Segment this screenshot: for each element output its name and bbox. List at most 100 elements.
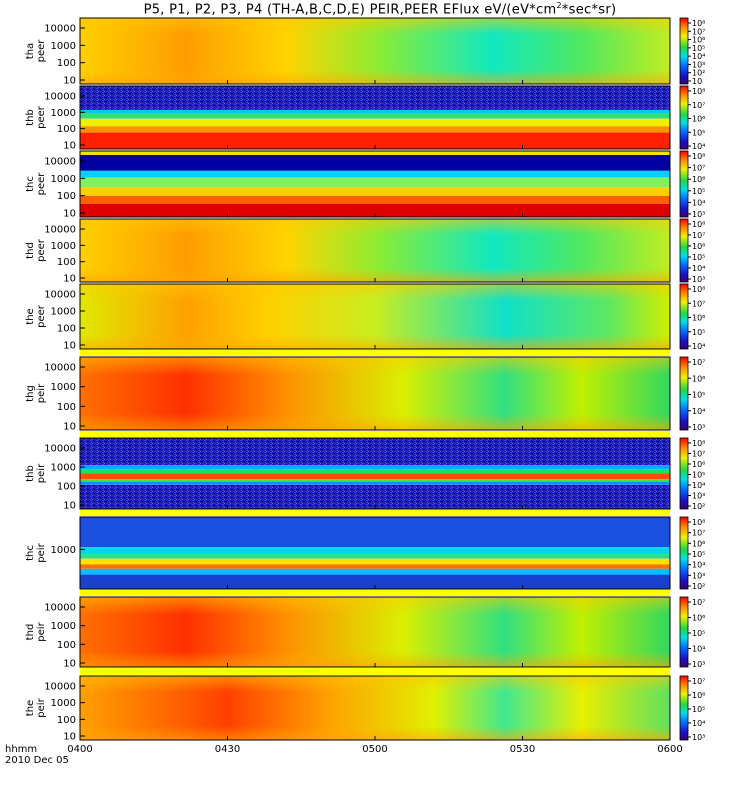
panel-label: thd bbox=[25, 624, 36, 641]
y-tick-label: 10000 bbox=[44, 444, 76, 455]
colorbar-tick-label: 10⁶ bbox=[692, 460, 705, 469]
panel-heatmap-overlay bbox=[80, 18, 670, 84]
panel-heatmap-band bbox=[80, 558, 670, 565]
colorbar-tick-label: 10⁵ bbox=[692, 391, 705, 400]
colorbar-tick-label: 10⁶ bbox=[692, 614, 705, 623]
colorbar-tick-label: 10⁷ bbox=[692, 529, 705, 538]
colorbar-tick-label: 10⁶ bbox=[692, 36, 705, 45]
colorbar bbox=[679, 356, 689, 431]
chart-title: P5, P1, P2, P3, P4 (TH-A,B,C,D,E) PEIR,P… bbox=[60, 1, 700, 17]
colorbar-tick-label: 10⁴ bbox=[692, 52, 705, 61]
colorbar-tick-label: 10⁵ bbox=[692, 253, 705, 262]
colorbar-tick-label: 10⁴ bbox=[692, 264, 705, 273]
panel-thb-peer: 10 100 1000 10000 thb peer 10⁴ 10⁵ 10⁶ 10⁷ 10⁸ bbox=[25, 85, 705, 152]
colorbar-tick-label: 10³ bbox=[692, 210, 705, 219]
colorbar-tick-label: 10⁷ bbox=[692, 164, 705, 173]
y-tick-label: 1000 bbox=[51, 698, 76, 709]
panel-heatmap-band bbox=[80, 438, 670, 465]
panel-label: peer bbox=[36, 39, 47, 63]
panel-label: thc bbox=[25, 545, 36, 561]
colorbar-tick-label: 10⁸ bbox=[692, 152, 705, 161]
colorbar-tick-label: 10² bbox=[692, 502, 705, 511]
y-tick-label: 100 bbox=[57, 58, 76, 69]
panel-thd-peer: 10 100 1000 10000 thd peer 10³ 10⁴ 10⁵ 10⁶ 10⁷ 10⁸ bbox=[25, 218, 705, 285]
colorbar-tick-label: 10⁴ bbox=[692, 719, 705, 728]
colorbar bbox=[679, 675, 689, 741]
y-tick-label: 10000 bbox=[44, 92, 76, 103]
panel-heatmap-band bbox=[80, 547, 670, 555]
colorbar-tick-label: 10³ bbox=[692, 60, 705, 69]
y-tick-label: 10000 bbox=[44, 363, 76, 374]
colorbar-tick-label: 10³ bbox=[692, 492, 705, 501]
colorbar-tick-label: 10² bbox=[692, 582, 705, 591]
panel-heatmap-overlay bbox=[80, 357, 670, 430]
y-tick-label: 100 bbox=[57, 402, 76, 413]
colorbar-tick-label: 10⁴ bbox=[692, 198, 705, 207]
panel-heatmap-band bbox=[80, 517, 670, 548]
panel-thd-peir: 10 100 1000 10000 thd peir 10³ 10⁴ 10⁵ 10⁶ 10⁷ bbox=[25, 596, 705, 670]
colorbar-tick-label: 10⁵ bbox=[692, 328, 705, 337]
data-gap-strip bbox=[80, 590, 670, 596]
y-tick-label: 100 bbox=[57, 257, 76, 268]
panel-label: thb bbox=[25, 465, 36, 482]
panel-heatmap-band bbox=[80, 195, 670, 204]
y-tick-label: 1000 bbox=[51, 463, 76, 474]
panel-heatmap-band bbox=[80, 155, 670, 171]
colorbar-tick-label: 10⁶ bbox=[692, 539, 705, 548]
colorbar-tick-label: 10³ bbox=[692, 423, 705, 432]
panel-heatmap-band bbox=[80, 479, 670, 482]
y-tick-label: 1000 bbox=[51, 545, 76, 556]
x-axis-label: 2010 Dec 05 bbox=[5, 755, 69, 766]
panel-heatmap-band bbox=[80, 118, 670, 127]
y-tick-label: 100 bbox=[57, 191, 76, 202]
panel-the-peir: 10 100 1000 10000 the peir 10³ 10⁴ 10⁵ 10⁶ 10⁷ bbox=[25, 675, 705, 743]
data-gap-strip bbox=[80, 668, 670, 675]
panel-label: peir bbox=[36, 463, 47, 483]
y-tick-label: 10000 bbox=[44, 157, 76, 168]
colorbar bbox=[679, 150, 689, 218]
y-tick-label: 10 bbox=[63, 422, 76, 433]
y-tick-label: 10 bbox=[63, 732, 76, 743]
y-tick-label: 10 bbox=[63, 341, 76, 352]
y-tick-label: 1000 bbox=[51, 108, 76, 119]
colorbar-tick-label: 10⁴ bbox=[692, 561, 705, 570]
colorbar-tick-label: 10⁷ bbox=[692, 231, 705, 240]
y-tick-label: 10 bbox=[63, 209, 76, 220]
colorbar-tick-label: 10⁸ bbox=[692, 439, 705, 448]
colorbar-tick-label: 10⁸ bbox=[692, 19, 705, 28]
y-tick-label: 1000 bbox=[51, 241, 76, 252]
colorbar-tick-label: 10⁷ bbox=[692, 27, 705, 36]
title-superscript: 2 bbox=[556, 1, 562, 10]
panel-heatmap-overlay bbox=[80, 676, 670, 740]
colorbar-tick-label: 10 bbox=[692, 77, 702, 86]
panel-heatmap-band bbox=[80, 187, 670, 196]
y-tick-label: 100 bbox=[57, 482, 76, 493]
y-tick-label: 1000 bbox=[51, 382, 76, 393]
colorbar-tick-label: 10⁶ bbox=[692, 175, 705, 184]
panel-heatmap-band bbox=[80, 564, 670, 569]
colorbar-tick-label: 10⁷ bbox=[692, 677, 705, 686]
colorbar-tick-label: 10² bbox=[692, 69, 705, 78]
colorbar bbox=[679, 17, 689, 85]
panel-heatmap-band bbox=[80, 151, 670, 155]
panel-label: peir bbox=[36, 542, 47, 562]
y-tick-label: 100 bbox=[57, 640, 76, 651]
y-tick-label: 10 bbox=[63, 501, 76, 512]
colorbar bbox=[679, 218, 689, 283]
title-end: *sec*sr) bbox=[561, 2, 617, 18]
x-tick-label: 0430 bbox=[215, 744, 240, 755]
y-tick-label: 1000 bbox=[51, 41, 76, 52]
panel-label: thg bbox=[25, 385, 36, 402]
panel-heatmap-band bbox=[80, 113, 670, 119]
colorbar-tick-label: 10⁶ bbox=[692, 691, 705, 700]
colorbar-tick-label: 10⁴ bbox=[692, 407, 705, 416]
panel-label: peer bbox=[36, 172, 47, 196]
panel-label: peer bbox=[36, 238, 47, 262]
colorbar-tick-label: 10⁸ bbox=[692, 87, 705, 96]
y-tick-label: 10000 bbox=[44, 290, 76, 301]
colorbar-tick-label: 10⁷ bbox=[692, 450, 705, 459]
colorbar-tick-label: 10³ bbox=[692, 275, 705, 284]
